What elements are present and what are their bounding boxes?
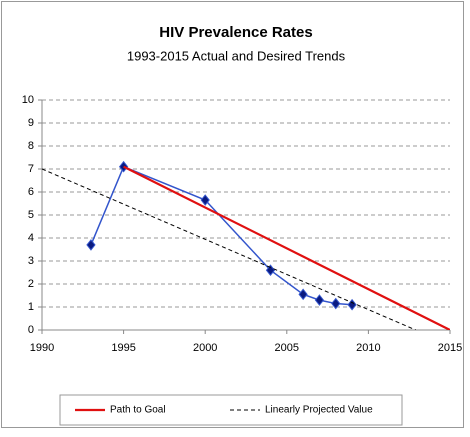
- y-tick-label: 6: [28, 186, 34, 198]
- point: [86, 239, 96, 251]
- point: [314, 294, 325, 306]
- series-line: [42, 168, 416, 330]
- x-tick-label: 1995: [111, 342, 135, 354]
- y-tick-label: 8: [28, 140, 34, 152]
- series-line: [123, 165, 450, 330]
- legend-label: Linearly Projected Value: [265, 405, 373, 416]
- chart-subtitle: 1993-2015 Actual and Desired Trends: [127, 48, 346, 63]
- legend-label: Path to Goal: [110, 405, 166, 416]
- x-tick-label: 2000: [193, 342, 217, 354]
- y-tick-label: 4: [28, 232, 34, 244]
- point: [265, 264, 276, 277]
- y-tick-label: 0: [28, 324, 34, 336]
- y-tick-label: 10: [22, 94, 34, 106]
- point: [298, 288, 308, 301]
- x-tick-label: 2005: [275, 342, 299, 354]
- y-tick-label: 7: [28, 163, 34, 175]
- y-tick-label: 3: [28, 255, 34, 267]
- y-tick-label: 1: [28, 301, 34, 313]
- y-tick-label: 5: [28, 209, 34, 221]
- x-tick-label: 2010: [356, 342, 380, 354]
- y-tick-label: 9: [28, 117, 34, 129]
- x-tick-label: 1990: [30, 342, 54, 354]
- x-tick-label: 2015: [438, 342, 462, 354]
- point: [200, 194, 210, 206]
- y-tick-label: 2: [28, 278, 34, 290]
- point: [331, 297, 341, 310]
- chart-title: HIV Prevalence Rates: [159, 24, 312, 41]
- point: [347, 298, 357, 311]
